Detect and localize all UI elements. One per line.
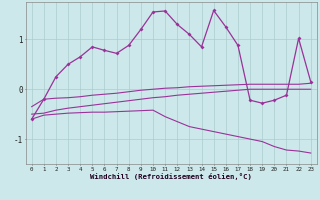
X-axis label: Windchill (Refroidissement éolien,°C): Windchill (Refroidissement éolien,°C) <box>90 173 252 180</box>
